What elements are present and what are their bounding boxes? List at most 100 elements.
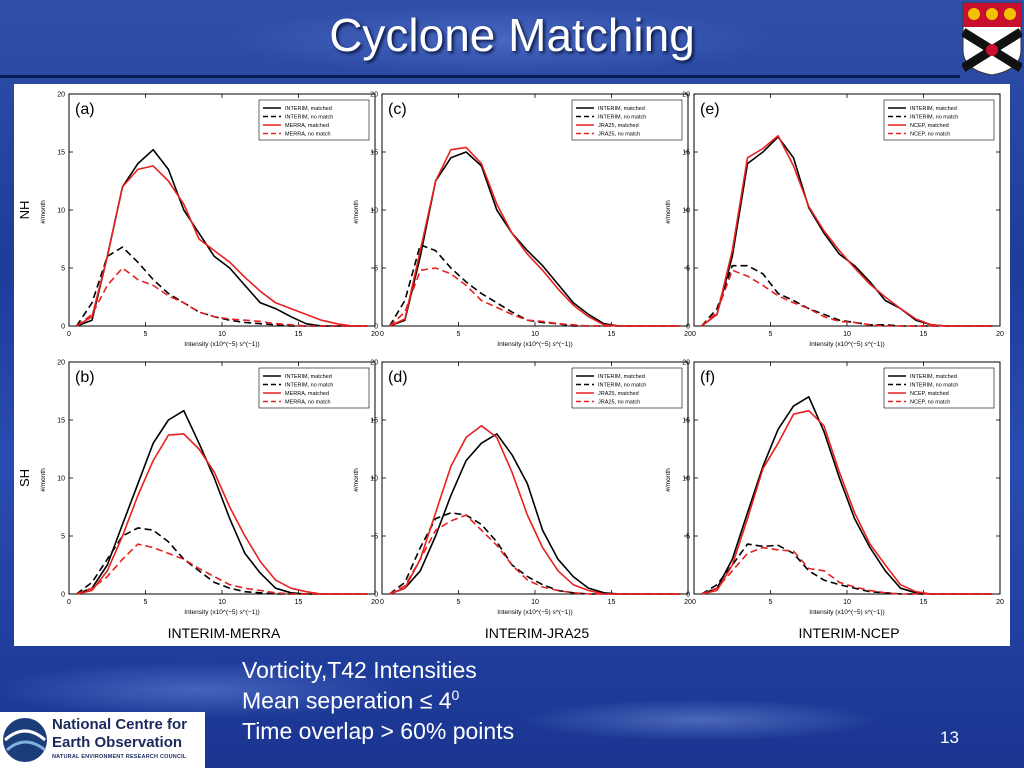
- x-tick-label: 5: [144, 599, 148, 606]
- y-axis-label: #/month: [353, 468, 360, 492]
- x-tick-label: 0: [67, 331, 71, 338]
- x-tick-label: 15: [920, 599, 928, 606]
- x-tick-label: 20: [371, 599, 379, 606]
- panel-label: (d): [388, 369, 408, 386]
- x-axis-label: Intensity (x10^(−5) s^(−1)): [184, 341, 259, 348]
- y-tick-label: 10: [57, 208, 65, 215]
- title-underline: [0, 75, 960, 78]
- legend-entry: INTERIM, no match: [598, 383, 646, 389]
- x-axis-label: Intensity (x10^(−5) s^(−1)): [184, 609, 259, 616]
- y-axis-label: #/month: [665, 200, 672, 224]
- y-tick-label: 20: [57, 360, 65, 367]
- bullet-2-text: Mean seperation ≤ 4: [242, 687, 452, 714]
- y-tick-label: 0: [374, 324, 378, 331]
- panel-label: (b): [75, 369, 95, 386]
- legend-entry: MERRA, matched: [285, 391, 329, 397]
- chart-panel-f: [693, 361, 1001, 595]
- legend-entry: INTERIM, matched: [285, 374, 332, 380]
- legend-entry: MERRA, no match: [285, 132, 331, 138]
- x-tick-label: 20: [371, 331, 379, 338]
- y-tick-label: 15: [682, 418, 690, 425]
- legend-entry: INTERIM, matched: [910, 106, 957, 112]
- x-tick-label: 10: [531, 599, 539, 606]
- series-line-3: [701, 269, 993, 327]
- legend-entry: INTERIM, no match: [910, 115, 958, 121]
- y-tick-label: 5: [374, 534, 378, 541]
- x-tick-label: 0: [67, 599, 71, 606]
- x-tick-label: 5: [457, 599, 461, 606]
- legend-entry: INTERIM, matched: [598, 106, 645, 112]
- x-axis-label: Intensity (x10^(−5) s^(−1)): [497, 341, 572, 348]
- y-tick-label: 15: [370, 418, 378, 425]
- series-line-1: [389, 511, 681, 595]
- x-tick-label: 0: [380, 331, 384, 338]
- x-tick-label: 20: [684, 331, 692, 338]
- legend-box: [258, 367, 370, 409]
- y-tick-label: 10: [57, 476, 65, 483]
- x-axis-label: Intensity (x10^(−5) s^(−1)): [809, 341, 884, 348]
- legend-box: [571, 367, 683, 409]
- logo-line-2: Earth Observation: [52, 734, 183, 751]
- chart-panel-d: [381, 361, 689, 595]
- x-tick-label: 15: [295, 599, 303, 606]
- nceo-logo: National Centre for Earth Observation NA…: [0, 712, 205, 768]
- y-tick-label: 5: [374, 266, 378, 273]
- y-axis-label: #/month: [40, 200, 47, 224]
- x-tick-label: 15: [608, 331, 616, 338]
- y-tick-label: 0: [374, 592, 378, 599]
- y-tick-label: 5: [61, 534, 65, 541]
- y-tick-label: 20: [370, 92, 378, 99]
- legend-entry: NCEP, no match: [910, 400, 950, 406]
- university-crest-icon: [962, 2, 1022, 76]
- legend-entry: INTERIM, matched: [910, 374, 957, 380]
- x-tick-label: 10: [218, 599, 226, 606]
- title-bar: Cyclone Matching: [0, 0, 1024, 77]
- legend-box: [571, 99, 683, 141]
- x-tick-label: 10: [843, 599, 851, 606]
- x-tick-label: 15: [608, 599, 616, 606]
- y-tick-label: 20: [682, 92, 690, 99]
- row-label-sh: SH: [17, 469, 32, 487]
- slide-title: Cyclone Matching: [329, 9, 695, 61]
- y-tick-label: 10: [682, 208, 690, 215]
- x-tick-label: 0: [692, 331, 696, 338]
- chart-panel-c: [381, 93, 689, 327]
- legend-box: [883, 367, 995, 409]
- legend-entry: JRA25, matched: [598, 391, 639, 397]
- x-tick-label: 0: [380, 599, 384, 606]
- legend-entry: NCEP, matched: [910, 391, 949, 397]
- column-label: INTERIM-JRA25: [485, 625, 589, 641]
- y-axis-label: #/month: [353, 200, 360, 224]
- y-tick-label: 5: [61, 266, 65, 273]
- legend-entry: INTERIM, no match: [285, 115, 333, 121]
- x-tick-label: 20: [996, 599, 1004, 606]
- x-tick-label: 20: [684, 599, 692, 606]
- panel-label: (e): [700, 101, 720, 118]
- legend-box: [883, 99, 995, 141]
- legend-box: [258, 99, 370, 141]
- x-tick-label: 5: [769, 331, 773, 338]
- y-tick-label: 10: [682, 476, 690, 483]
- x-tick-label: 5: [769, 599, 773, 606]
- column-label: INTERIM-NCEP: [798, 625, 899, 641]
- legend-entry: INTERIM, no match: [910, 383, 958, 389]
- y-axis-label: #/month: [665, 468, 672, 492]
- y-tick-label: 15: [370, 150, 378, 157]
- legend-entry: INTERIM, no match: [598, 115, 646, 121]
- x-tick-label: 5: [457, 331, 461, 338]
- panel-label: (f): [700, 369, 715, 386]
- legend-entry: JRA25, no match: [598, 132, 640, 138]
- series-line-1: [76, 527, 368, 595]
- nceo-globe-icon: [3, 718, 47, 762]
- y-tick-label: 5: [686, 534, 690, 541]
- y-tick-label: 5: [686, 266, 690, 273]
- legend-entry: NCEP, no match: [910, 132, 950, 138]
- y-tick-label: 0: [61, 324, 65, 331]
- y-tick-label: 15: [57, 418, 65, 425]
- series-line-3: [389, 514, 681, 595]
- x-tick-label: 10: [843, 331, 851, 338]
- x-tick-label: 20: [996, 331, 1004, 338]
- bullet-3: Time overlap > 60% points: [242, 718, 515, 744]
- legend-entry: JRA25, matched: [598, 123, 639, 129]
